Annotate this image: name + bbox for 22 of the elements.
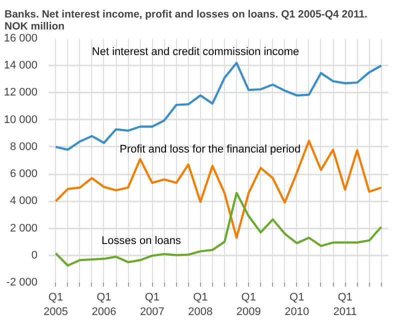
y-tick-label: 6 000	[10, 168, 38, 180]
text: Net interest and credit commission income	[92, 46, 300, 58]
series-label: Losses on loans	[102, 235, 182, 248]
y-tick-label: 4 000	[10, 195, 38, 208]
x-tick-label: Q1 2007	[140, 292, 164, 318]
series-label: Profit and loss for the financial period	[120, 144, 301, 156]
y-tick-label: 0	[31, 249, 38, 262]
x-tick-label: Q1 2008	[188, 292, 213, 318]
x-tick-label: Q1 2005	[44, 292, 68, 318]
y-tick-label: 16 000	[4, 32, 38, 44]
y-tick-label: 2 000	[10, 222, 38, 234]
y-tick-label: 10 000	[4, 114, 38, 126]
y-tick-label: 12 000	[4, 86, 38, 99]
x-tick-label: Q1 2011	[333, 292, 357, 318]
y-tick-label: 8 000	[10, 140, 38, 153]
y-tick-label: -2 000	[6, 276, 38, 288]
y-tick-label: 14 000	[4, 60, 38, 72]
chart-title: Banks. Net interest income, profit and losses on loans. Q1 2005-Q4 2011. NOK million	[4, 8, 368, 32]
x-tick-label: Q1 2009	[236, 292, 261, 318]
x-tick-label: Q1 2006	[92, 292, 116, 318]
line-series	[54, 192, 382, 267]
x-tick-label: Q1 2010	[284, 292, 310, 318]
